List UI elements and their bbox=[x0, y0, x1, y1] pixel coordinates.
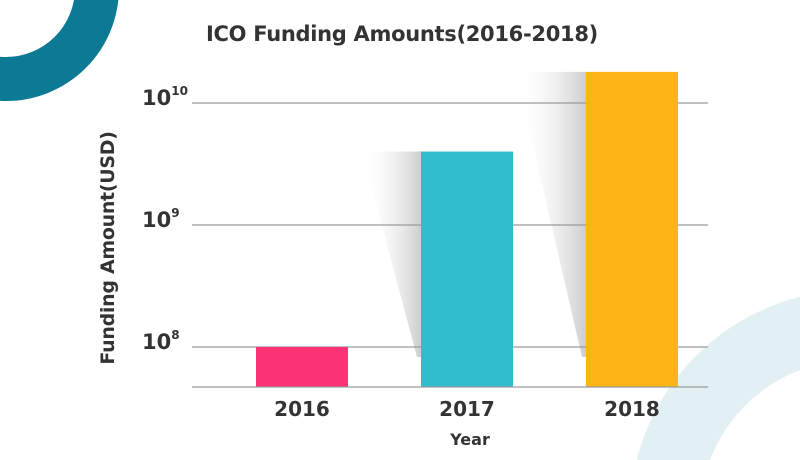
x-tick-label: 2016 bbox=[274, 397, 330, 421]
bar-shadows bbox=[362, 71, 586, 358]
x-tick-label: 2017 bbox=[439, 397, 495, 421]
bar-shadow bbox=[516, 71, 586, 358]
y-tick-label: 109 bbox=[142, 206, 180, 232]
chart-title: ICO Funding Amounts(2016-2018) bbox=[206, 22, 598, 46]
bar-shadow bbox=[362, 151, 421, 357]
x-tick-label: 2018 bbox=[604, 397, 660, 421]
light-ring-decoration bbox=[636, 296, 800, 460]
bar-2016 bbox=[256, 347, 348, 387]
bars bbox=[256, 71, 678, 387]
y-tick-label: 1010 bbox=[142, 84, 188, 110]
bar-2018 bbox=[586, 71, 678, 387]
y-axis-label: Funding Amount(USD) bbox=[97, 131, 119, 365]
y-tick-label: 108 bbox=[142, 328, 180, 354]
teal-ring-decoration bbox=[0, 0, 119, 101]
x-axis-label: Year bbox=[450, 430, 490, 449]
bar-2017 bbox=[421, 151, 513, 387]
